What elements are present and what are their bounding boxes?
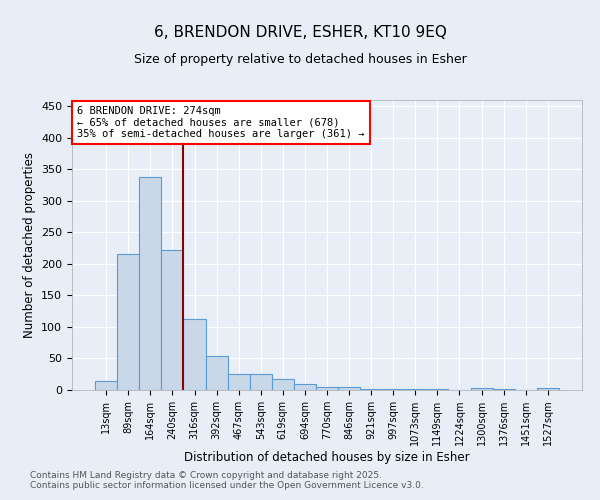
Bar <box>470 388 493 390</box>
Bar <box>537 388 559 390</box>
Bar <box>184 320 206 390</box>
Text: 6 BRENDON DRIVE: 274sqm
← 65% of detached houses are smaller (678)
35% of semi-d: 6 BRENDON DRIVE: 274sqm ← 65% of detache… <box>77 106 365 139</box>
Bar <box>338 388 360 390</box>
X-axis label: Distribution of detached houses by size in Esher: Distribution of detached houses by size … <box>184 451 470 464</box>
Bar <box>382 388 404 390</box>
Bar <box>316 387 338 390</box>
Bar <box>227 374 250 390</box>
Bar <box>360 388 382 390</box>
Y-axis label: Number of detached properties: Number of detached properties <box>23 152 35 338</box>
Text: Contains HM Land Registry data © Crown copyright and database right 2025.
Contai: Contains HM Land Registry data © Crown c… <box>30 470 424 490</box>
Bar <box>161 250 184 390</box>
Bar <box>272 378 294 390</box>
Bar <box>294 384 316 390</box>
Bar <box>117 254 139 390</box>
Text: 6, BRENDON DRIVE, ESHER, KT10 9EQ: 6, BRENDON DRIVE, ESHER, KT10 9EQ <box>154 25 446 40</box>
Bar <box>250 374 272 390</box>
Text: Size of property relative to detached houses in Esher: Size of property relative to detached ho… <box>134 52 466 66</box>
Bar <box>206 356 227 390</box>
Bar <box>95 380 117 390</box>
Bar <box>139 177 161 390</box>
